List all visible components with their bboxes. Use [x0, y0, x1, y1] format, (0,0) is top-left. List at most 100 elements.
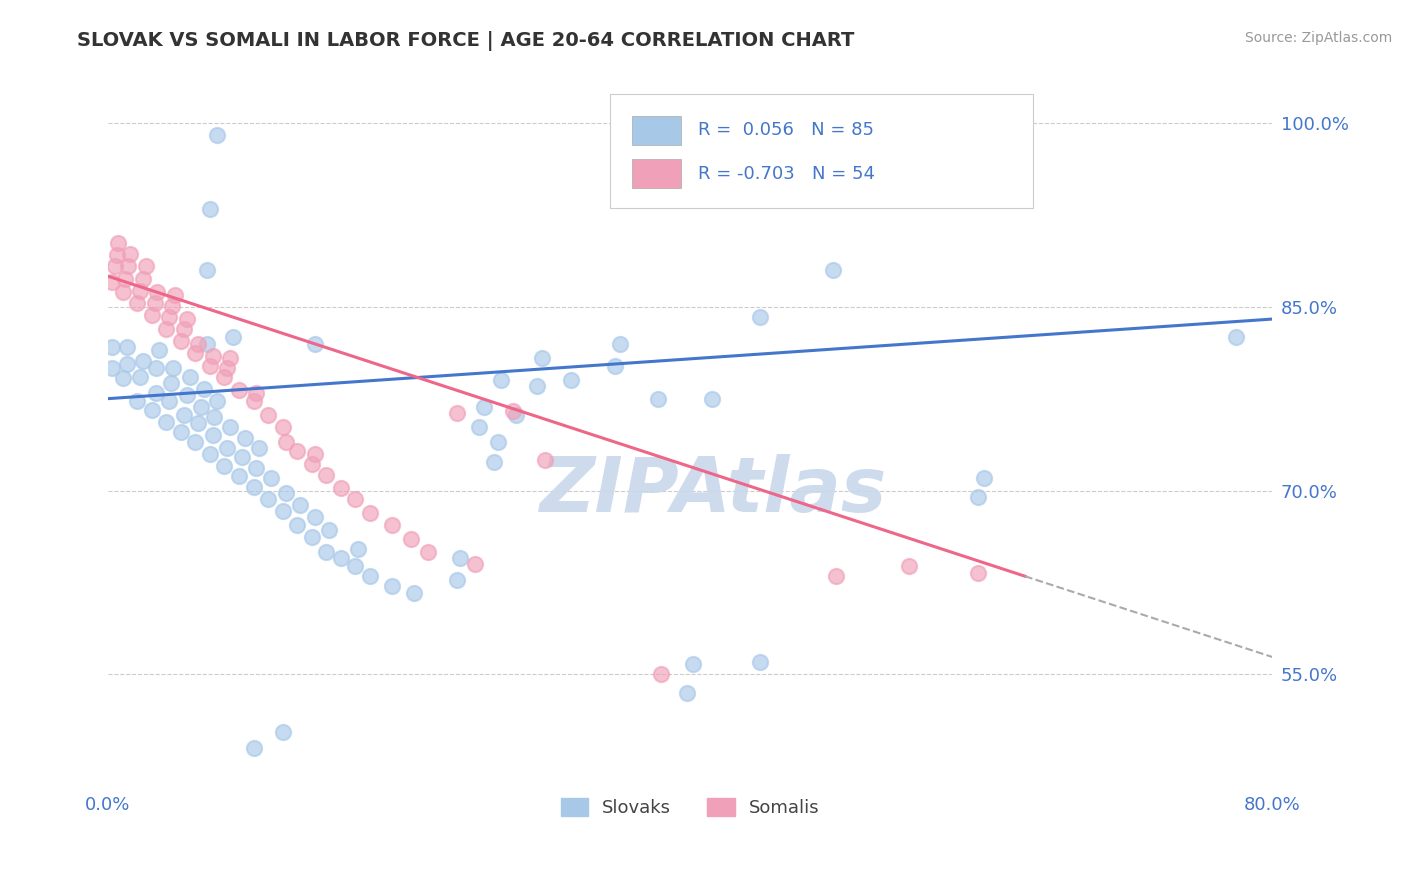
Point: [288, 498, 311, 512]
Point: [344, 492, 367, 507]
Point: [233, 431, 256, 445]
Point: [222, 330, 245, 344]
Point: [399, 533, 422, 547]
Point: [219, 419, 242, 434]
Point: [749, 655, 772, 669]
Point: [257, 408, 280, 422]
Point: [135, 260, 157, 274]
Point: [201, 349, 224, 363]
Point: [148, 343, 170, 357]
Point: [676, 685, 699, 699]
Point: [129, 284, 152, 298]
Point: [603, 359, 626, 373]
Point: [472, 401, 495, 415]
Point: [105, 248, 128, 262]
Point: [285, 517, 308, 532]
Point: [111, 371, 134, 385]
Point: [141, 309, 163, 323]
Point: [318, 523, 340, 537]
Point: [359, 506, 381, 520]
Point: [505, 408, 527, 422]
Point: [132, 353, 155, 368]
Point: [530, 351, 553, 366]
Point: [973, 471, 995, 485]
Point: [184, 434, 207, 449]
Point: [162, 361, 184, 376]
Point: [145, 385, 167, 400]
Point: [329, 550, 352, 565]
Point: [700, 392, 723, 406]
Point: [228, 468, 250, 483]
Point: [418, 545, 440, 559]
Text: Source: ZipAtlas.com: Source: ZipAtlas.com: [1244, 31, 1392, 45]
Point: [682, 657, 704, 672]
FancyBboxPatch shape: [633, 116, 681, 145]
Point: [247, 441, 270, 455]
Point: [242, 394, 264, 409]
Point: [202, 410, 225, 425]
Point: [170, 425, 193, 439]
Point: [114, 271, 136, 285]
Point: [749, 310, 772, 324]
Point: [205, 394, 228, 409]
Text: R = -0.703   N = 54: R = -0.703 N = 54: [699, 165, 876, 183]
Point: [228, 383, 250, 397]
Point: [101, 275, 124, 289]
Point: [897, 559, 920, 574]
Point: [104, 260, 127, 274]
Point: [184, 346, 207, 360]
Point: [198, 447, 221, 461]
Point: [143, 296, 166, 310]
Point: [301, 457, 323, 471]
Point: [468, 419, 491, 434]
Point: [304, 510, 326, 524]
Point: [274, 434, 297, 449]
Point: [127, 296, 149, 310]
Point: [155, 415, 177, 429]
Point: [217, 361, 239, 376]
Point: [486, 434, 509, 449]
Point: [609, 336, 631, 351]
Point: [359, 569, 381, 583]
Point: [533, 453, 555, 467]
Point: [449, 550, 471, 565]
Point: [381, 579, 404, 593]
Point: [315, 545, 337, 559]
Point: [489, 373, 512, 387]
Point: [187, 336, 209, 351]
Point: [402, 586, 425, 600]
Point: [271, 724, 294, 739]
Point: [107, 236, 129, 251]
Point: [446, 573, 468, 587]
Point: [159, 376, 181, 390]
Point: [650, 667, 672, 681]
Point: [201, 428, 224, 442]
Point: [118, 247, 141, 261]
Point: [195, 263, 218, 277]
Text: SLOVAK VS SOMALI IN LABOR FORCE | AGE 20-64 CORRELATION CHART: SLOVAK VS SOMALI IN LABOR FORCE | AGE 20…: [77, 31, 855, 51]
Point: [101, 361, 124, 376]
Text: R =  0.056   N = 85: R = 0.056 N = 85: [699, 121, 875, 139]
Point: [1225, 330, 1247, 344]
Point: [160, 299, 183, 313]
Point: [214, 458, 236, 473]
Point: [482, 455, 505, 469]
Point: [157, 310, 180, 324]
Point: [132, 271, 155, 285]
Point: [173, 322, 195, 336]
Point: [347, 542, 370, 557]
Point: [193, 382, 215, 396]
Point: [245, 385, 267, 400]
Point: [821, 263, 844, 277]
Point: [285, 444, 308, 458]
Point: [967, 566, 990, 580]
FancyBboxPatch shape: [610, 94, 1032, 208]
Point: [344, 559, 367, 574]
Point: [824, 569, 846, 583]
Point: [176, 388, 198, 402]
Text: ZIPAtlas: ZIPAtlas: [540, 454, 887, 528]
Legend: Slovaks, Somalis: Slovaks, Somalis: [554, 790, 827, 824]
Point: [205, 128, 228, 143]
Point: [176, 312, 198, 326]
Point: [111, 285, 134, 299]
